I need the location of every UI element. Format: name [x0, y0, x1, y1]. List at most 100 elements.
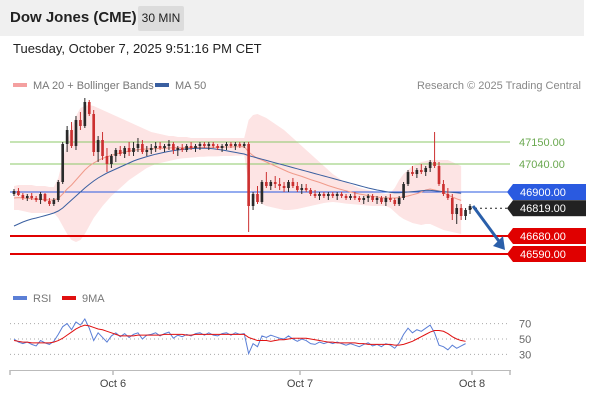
candle-body: [110, 156, 113, 164]
price-level-box-4: [513, 228, 586, 244]
candle-body: [344, 196, 348, 198]
chart-header: Dow Jones (CME) 30 MIN: [0, 0, 584, 36]
rsi-line: [13, 317, 466, 356]
candle-body: [340, 194, 343, 196]
candle-body: [282, 186, 286, 188]
candle-body: [260, 182, 264, 202]
candle-body: [287, 182, 290, 188]
candle-body: [167, 144, 171, 146]
price-levels: 47150.00 47040.00 46900.00 46819.00 46680.00…: [10, 137, 586, 262]
legend-rsi: RSI: [13, 293, 51, 305]
candle-body: [327, 194, 330, 196]
ma50-label: MA 50: [175, 80, 207, 92]
bollinger-swatch: [13, 83, 27, 88]
candle-body: [464, 210, 467, 216]
candle-body: [273, 182, 277, 184]
candle-body: [313, 194, 317, 196]
legend-bollinger: MA 20 + Bollinger Bands: [13, 80, 154, 92]
candle-body: [397, 198, 401, 204]
candle-body: [366, 196, 370, 198]
ma50-line: [13, 147, 462, 227]
timeframe-button[interactable]: 30 MIN: [138, 6, 184, 31]
candle-body: [194, 146, 197, 148]
candle-body: [433, 162, 436, 166]
candle-body: [375, 198, 379, 200]
price-level-pointer-5: [507, 246, 513, 262]
candle-body: [455, 208, 459, 214]
price-level-pointer-4: [507, 228, 513, 244]
candle-body: [468, 206, 472, 210]
candle-body: [101, 140, 104, 156]
candle-body: [145, 150, 149, 152]
candle-body: [176, 148, 180, 150]
candle-body: [384, 198, 388, 202]
rsi-level-label-0: 70: [519, 319, 531, 331]
candle-body: [172, 144, 175, 150]
candle-body: [428, 162, 432, 168]
candle-body: [220, 146, 224, 148]
candle-body: [247, 144, 250, 206]
candle-body: [207, 144, 211, 146]
candle-body: [300, 188, 304, 190]
candle-body: [437, 166, 441, 184]
candle-body: [411, 172, 414, 174]
candle-body: [251, 194, 255, 206]
candle-body: [132, 148, 135, 152]
candle-body: [419, 170, 423, 172]
candle-body: [318, 194, 321, 196]
price-level-label-3: 46819.00: [520, 203, 566, 215]
candle-body: [278, 184, 281, 186]
candle-body: [70, 130, 73, 146]
candle-body: [256, 194, 259, 202]
candle-body: [163, 146, 166, 148]
candle-body: [180, 148, 184, 150]
x-tick-label-2: Oct 8: [459, 378, 485, 390]
bollinger-band: [14, 105, 462, 242]
candle-body: [229, 144, 233, 146]
candle-body: [34, 198, 38, 200]
candle-body: [43, 194, 47, 201]
timestamp: Tuesday, October 7, 2025 9:51:16 PM CET: [13, 41, 262, 56]
x-tick-label-0: Oct 6: [100, 378, 126, 390]
candle-body: [141, 144, 144, 152]
forecast-arrow-head: [493, 236, 505, 250]
price-level-label-2: 46900.00: [520, 187, 566, 199]
candle-body: [105, 156, 109, 164]
candle-body: [265, 182, 268, 186]
candle-body: [198, 144, 202, 146]
rsi-level-label-1: 50: [519, 334, 531, 346]
candle-body: [402, 184, 405, 198]
candle-body: [56, 182, 60, 200]
price-level-box-5: [513, 246, 586, 262]
candle-body: [21, 195, 25, 198]
candle-body: [79, 120, 82, 126]
candle-body: [114, 150, 118, 156]
price-level-pointer-2: [507, 184, 513, 200]
price-level-pointer-3: [507, 200, 513, 217]
candle-body: [30, 196, 34, 198]
candle-body: [335, 194, 339, 196]
x-tick-label-1: Oct 7: [287, 378, 313, 390]
bollinger-band-fill: [14, 105, 462, 242]
candle-body: [52, 200, 56, 204]
candle-body: [371, 196, 374, 200]
price-level-box-3: [513, 200, 586, 217]
candle-body: [211, 144, 215, 146]
candle-body: [87, 102, 91, 114]
candle-body: [269, 182, 273, 186]
candle-body: [92, 114, 96, 152]
ma9-swatch: [62, 296, 76, 301]
candle-body: [459, 208, 463, 216]
candle-body: [393, 200, 397, 204]
candle-body: [309, 190, 312, 194]
price-level-label-4: 46680.00: [520, 231, 566, 243]
candle-body: [225, 144, 228, 146]
rsi-ma9-line: [13, 324, 466, 346]
candle-body: [149, 148, 153, 150]
candle-body: [450, 198, 454, 214]
candle-body: [442, 184, 445, 194]
candle-body: [123, 148, 127, 154]
candle-body: [322, 194, 326, 196]
forecast-arrow-shaft: [471, 205, 503, 245]
